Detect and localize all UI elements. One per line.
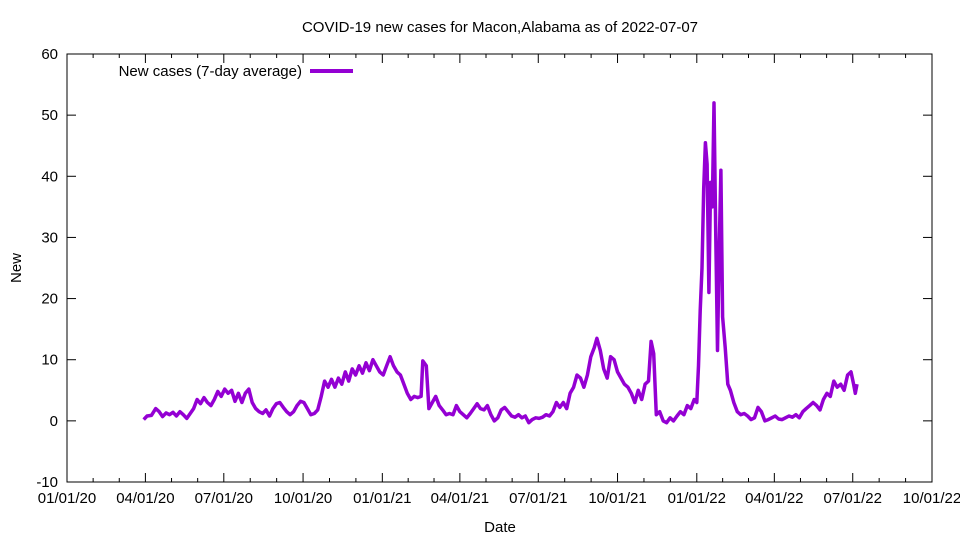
- series-layer: [142, 101, 859, 425]
- x-axis: 01/01/20 04/01/20 07/01/20 10/01/20 01/01/21…: [38, 54, 960, 507]
- x-tick-label: 07/01/20: [195, 490, 253, 507]
- y-tick-label: -10: [36, 474, 58, 491]
- x-tick-label: 01/01/22: [668, 490, 726, 507]
- x-tick-label: 04/01/20: [116, 490, 174, 507]
- x-tick-label: 07/01/22: [824, 490, 882, 507]
- y-tick-label: 60: [41, 46, 58, 63]
- x-tick-label: 04/01/21: [431, 490, 489, 507]
- legend: New cases (7-day average): [119, 63, 353, 80]
- x-axis-label: Date: [484, 519, 516, 536]
- x-tick-label: 10/01/22: [903, 490, 960, 507]
- x-tick-label: 07/01/21: [509, 490, 567, 507]
- plot-frame: [66, 53, 933, 483]
- series-line: [142, 101, 859, 425]
- y-tick-label: 10: [41, 352, 58, 369]
- chart-title: COVID-19 new cases for Macon,Alabama as …: [302, 19, 698, 36]
- y-tick-label: 0: [50, 413, 58, 430]
- y-axis: -10 0 10 20 30 40 50 60: [36, 46, 932, 491]
- x-tick-label: 10/01/20: [274, 490, 332, 507]
- x-tick-label: 01/01/20: [38, 490, 96, 507]
- x-tick-label: 10/01/21: [588, 490, 646, 507]
- y-axis-label: New: [8, 253, 25, 283]
- legend-label: New cases (7-day average): [119, 63, 302, 80]
- x-tick-label: 04/01/22: [745, 490, 803, 507]
- y-tick-label: 40: [41, 168, 58, 185]
- y-tick-label: 20: [41, 291, 58, 308]
- y-tick-label: 50: [41, 107, 58, 124]
- y-tick-label: 30: [41, 229, 58, 246]
- x-tick-label: 01/01/21: [353, 490, 411, 507]
